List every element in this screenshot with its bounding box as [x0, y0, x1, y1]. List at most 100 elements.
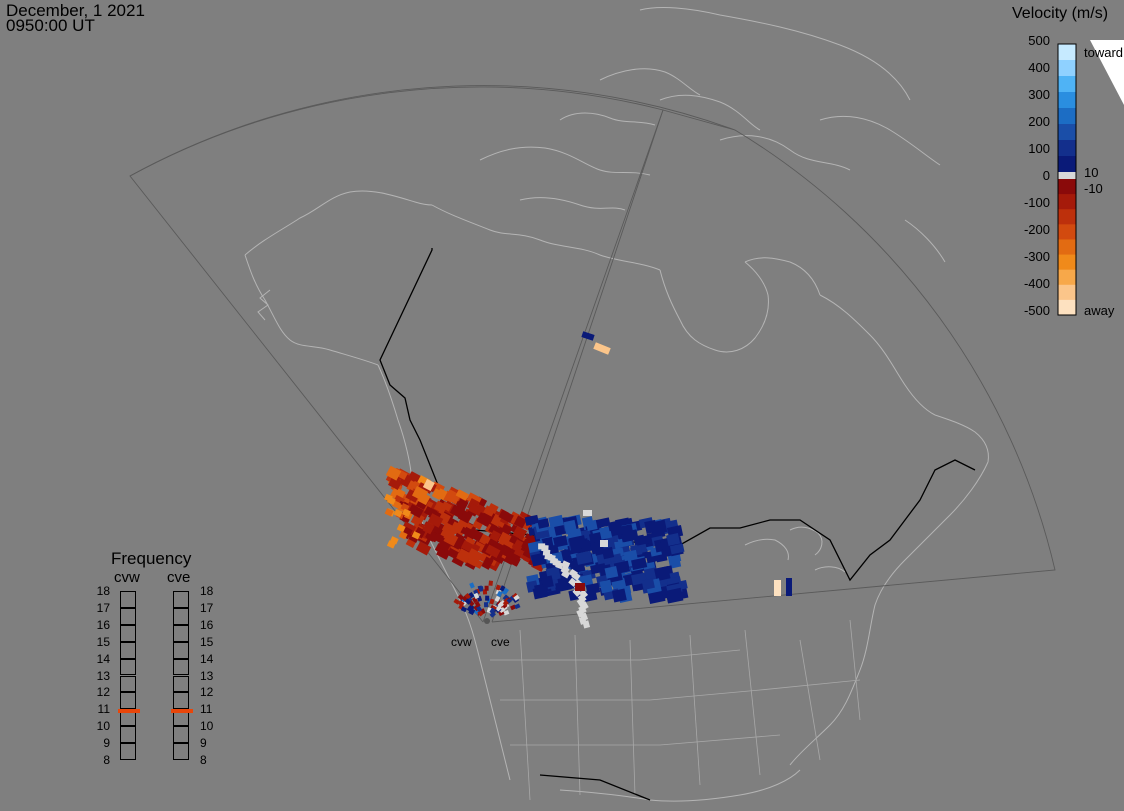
- time-label: 0950:00 UT: [6, 16, 95, 35]
- scatter-cell: [488, 580, 494, 586]
- colorbar-segment: [1058, 108, 1076, 125]
- scatter-cell: [456, 548, 472, 564]
- scatter-cell: [455, 489, 470, 501]
- scatter-cell: [460, 540, 474, 553]
- scatter-cell: [468, 604, 475, 611]
- scatter-cell: [513, 539, 525, 550]
- colorbar-segment: [1058, 44, 1076, 61]
- scatter-cell: [460, 525, 472, 537]
- scatter-cell: [666, 533, 681, 546]
- frequency-level-label: 16: [96, 617, 110, 632]
- frequency-cell-cve: [173, 624, 189, 642]
- colorbar-segment: [1058, 60, 1076, 77]
- frequency-level-label: 17: [96, 600, 110, 615]
- scatter-cell: [460, 606, 468, 613]
- scatter-cell: [563, 519, 578, 535]
- scatter-cell: [600, 540, 608, 547]
- scatter-cell: [578, 589, 589, 599]
- scatter-cell: [621, 529, 639, 543]
- frequency-level-label: 13: [96, 668, 110, 683]
- scatter-cell: [398, 531, 408, 540]
- scatter-cell: [425, 530, 439, 543]
- frequency-level-label: 18: [200, 584, 214, 598]
- frequency-level-label: 14: [200, 651, 214, 666]
- scatter-cell: [468, 609, 475, 616]
- scatter-cell: [654, 565, 671, 582]
- colorbar-segment: [1058, 76, 1076, 93]
- legend-tick: 500: [1028, 33, 1050, 48]
- scatter-cell: [467, 527, 484, 542]
- scatter-cell: [590, 563, 607, 575]
- scatter-cell: [384, 508, 394, 517]
- scatter-cell: [441, 501, 453, 512]
- frequency-level-label: 17: [200, 600, 214, 615]
- scatter-cell: [496, 590, 503, 598]
- scatter-cell: [464, 593, 471, 600]
- scatter-cell: [635, 534, 651, 546]
- scatter-cell: [524, 514, 539, 526]
- scatter-cell: [774, 580, 781, 596]
- scatter-cell: [466, 556, 478, 567]
- colorbar-segment: [1058, 124, 1076, 141]
- velocity-colorbar: [1057, 43, 1077, 316]
- scatter-cell: [552, 535, 568, 548]
- frequency-level-label: 11: [200, 702, 213, 717]
- scatter-cell: [498, 606, 506, 614]
- scatter-cell: [411, 485, 429, 502]
- frequency-cell-cvw: [120, 591, 136, 608]
- scatter-cell: [611, 588, 627, 603]
- frequency-cell-cve: [173, 658, 189, 676]
- legend-tick: 0: [1042, 168, 1050, 183]
- scatter-cell: [580, 601, 589, 611]
- legend-tick: 100: [1028, 141, 1050, 156]
- frequency-level-label: 14: [96, 651, 110, 666]
- frequency-cell-cvw: [120, 675, 136, 693]
- fov-outlines: [129, 85, 1056, 623]
- scatter-cell: [613, 560, 631, 575]
- colorbar-segment: [1058, 140, 1076, 157]
- scatter-cell: [514, 603, 521, 610]
- scatter-cell: [599, 526, 613, 540]
- frequency-column-cvw: cvw: [114, 569, 140, 586]
- scatter-cell: [489, 530, 502, 542]
- scatter-cell: [498, 509, 514, 523]
- frequency-level-label: 8: [200, 753, 207, 767]
- frequency-level-label: 12: [96, 685, 110, 700]
- scatter-cell: [411, 531, 421, 540]
- legend-tick: -400: [1023, 276, 1050, 291]
- scatter-cell: [458, 600, 465, 607]
- scatter-cell: [489, 598, 495, 605]
- scatter-cell: [466, 548, 483, 564]
- frequency-level-label: 15: [200, 634, 214, 649]
- frequency-cell-cve: [173, 641, 189, 659]
- scatter-cell: [512, 525, 528, 541]
- scatter-cell: [422, 521, 435, 535]
- scatter-cell: [530, 552, 547, 567]
- scatter-cell: [502, 587, 509, 595]
- scatter-cell: [601, 546, 615, 560]
- scatter-cell: [385, 465, 402, 481]
- frequency-cell-cve: [173, 675, 189, 693]
- scatter-cell: [650, 519, 668, 535]
- scatter-cell: [400, 502, 410, 512]
- scatter-cell: [485, 595, 490, 601]
- scatter-cell: [498, 531, 512, 546]
- scatter-cell: [386, 540, 396, 549]
- scatter-cell: [667, 554, 682, 569]
- frequency-level-label: 16: [200, 617, 214, 632]
- scatter-cell: [561, 569, 571, 579]
- frequency-indicator-cvw: [118, 708, 140, 713]
- radar-site-marker: [484, 618, 490, 624]
- scatter-cell: [607, 520, 622, 532]
- scatter-cell: [575, 550, 593, 565]
- legend-away-label: away: [1084, 303, 1115, 318]
- scatter-cell: [474, 601, 481, 608]
- scatter-cell: [555, 561, 564, 570]
- scatter-cell: [571, 571, 581, 581]
- frequency-cell-cve: [173, 591, 189, 608]
- frequency-cell-cve: [173, 607, 189, 625]
- scatter-cell: [585, 519, 598, 531]
- scatter-cell: [593, 342, 611, 355]
- scatter-cell: [402, 508, 412, 517]
- scatter-cell: [502, 600, 509, 607]
